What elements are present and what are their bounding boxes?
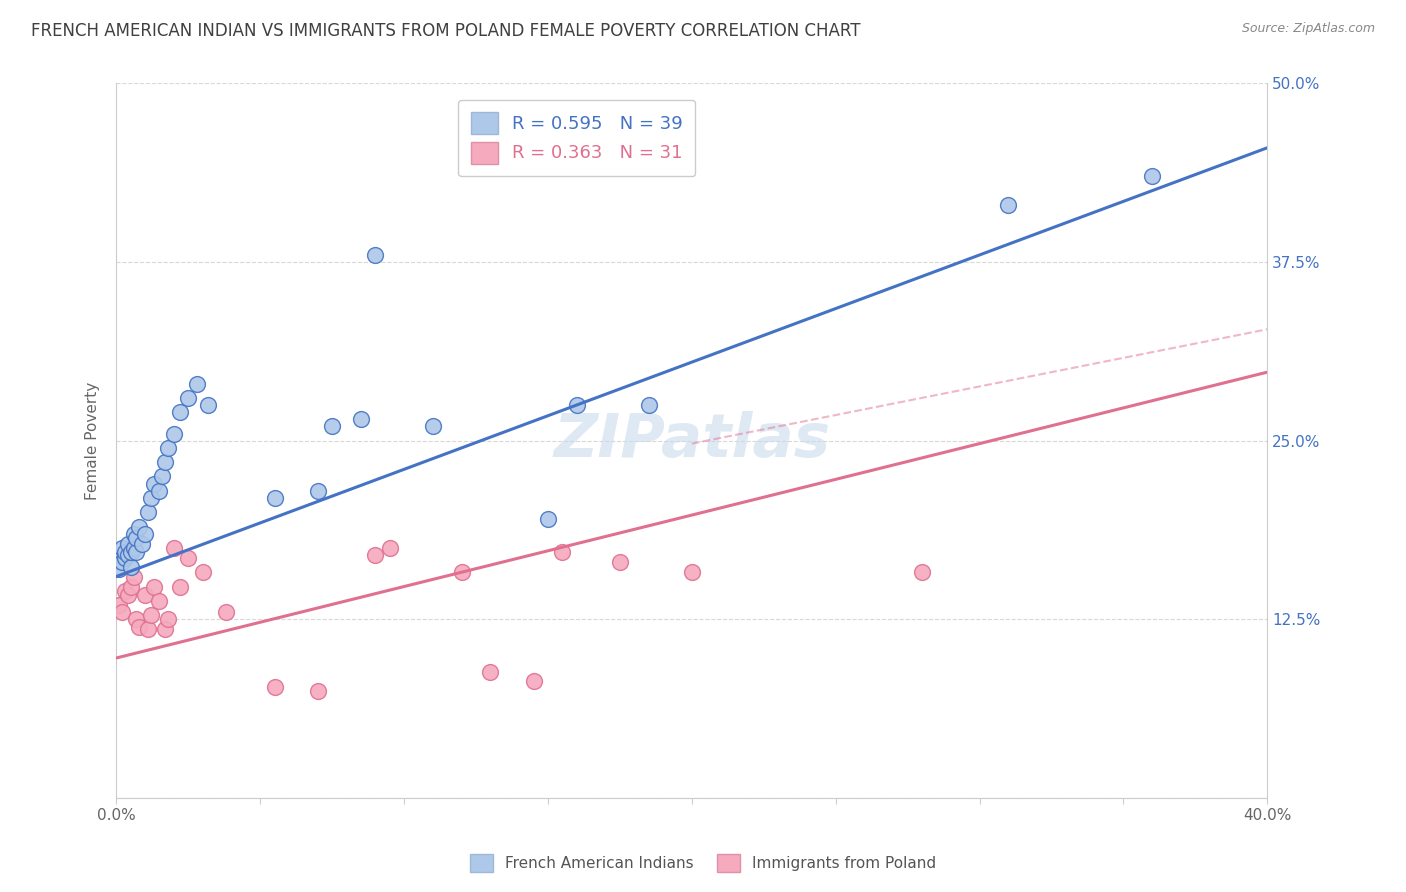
Point — [136, 505, 159, 519]
Point — [191, 566, 214, 580]
Point — [307, 684, 329, 698]
Point — [479, 665, 502, 680]
Point — [114, 551, 136, 566]
Point — [117, 588, 139, 602]
Point — [148, 483, 170, 498]
Point — [364, 548, 387, 562]
Point — [125, 612, 148, 626]
Point — [148, 594, 170, 608]
Point — [378, 541, 401, 555]
Point — [111, 555, 134, 569]
Point — [186, 376, 208, 391]
Point — [177, 551, 200, 566]
Point — [263, 491, 285, 505]
Point — [111, 541, 134, 555]
Point — [120, 545, 142, 559]
Point — [114, 545, 136, 559]
Point — [321, 419, 343, 434]
Point — [350, 412, 373, 426]
Point — [637, 398, 659, 412]
Point — [122, 526, 145, 541]
Point — [128, 619, 150, 633]
Text: FRENCH AMERICAN INDIAN VS IMMIGRANTS FROM POLAND FEMALE POVERTY CORRELATION CHAR: FRENCH AMERICAN INDIAN VS IMMIGRANTS FRO… — [31, 22, 860, 40]
Legend: French American Indians, Immigrants from Poland: French American Indians, Immigrants from… — [463, 846, 943, 880]
Point — [108, 598, 131, 612]
Point — [150, 469, 173, 483]
Point — [142, 580, 165, 594]
Point — [134, 526, 156, 541]
Point — [131, 536, 153, 550]
Point — [122, 541, 145, 555]
Point — [134, 588, 156, 602]
Point — [609, 555, 631, 569]
Text: ZIPatlas: ZIPatlas — [553, 411, 831, 470]
Point — [450, 566, 472, 580]
Point — [157, 441, 180, 455]
Point — [522, 673, 544, 688]
Point — [565, 398, 588, 412]
Point — [120, 580, 142, 594]
Point — [177, 391, 200, 405]
Point — [120, 559, 142, 574]
Point — [114, 583, 136, 598]
Point — [153, 623, 176, 637]
Point — [197, 398, 219, 412]
Text: Source: ZipAtlas.com: Source: ZipAtlas.com — [1241, 22, 1375, 36]
Point — [108, 562, 131, 576]
Legend: R = 0.595   N = 39, R = 0.363   N = 31: R = 0.595 N = 39, R = 0.363 N = 31 — [458, 100, 696, 176]
Point — [169, 580, 191, 594]
Point — [139, 608, 162, 623]
Point — [136, 623, 159, 637]
Point — [537, 512, 560, 526]
Point — [157, 612, 180, 626]
Point — [128, 519, 150, 533]
Point — [263, 680, 285, 694]
Point — [997, 198, 1019, 212]
Point — [117, 536, 139, 550]
Point — [169, 405, 191, 419]
Point — [307, 483, 329, 498]
Point — [163, 426, 186, 441]
Point — [364, 248, 387, 262]
Point — [153, 455, 176, 469]
Point — [111, 605, 134, 619]
Point — [125, 545, 148, 559]
Point — [125, 531, 148, 545]
Point — [139, 491, 162, 505]
Point — [1142, 169, 1164, 184]
Point — [422, 419, 444, 434]
Point — [681, 566, 703, 580]
Point — [163, 541, 186, 555]
Point — [551, 545, 574, 559]
Point — [214, 605, 236, 619]
Point — [122, 569, 145, 583]
Point — [911, 566, 934, 580]
Point — [117, 548, 139, 562]
Point — [142, 476, 165, 491]
Y-axis label: Female Poverty: Female Poverty — [86, 382, 100, 500]
